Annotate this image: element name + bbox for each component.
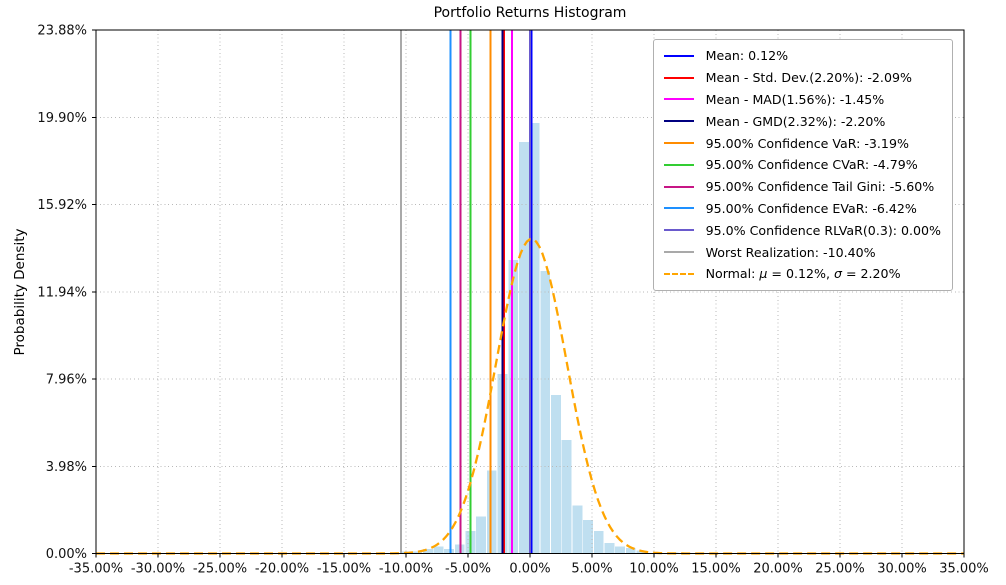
x-tick-label: -15.00% xyxy=(317,562,371,577)
hist-bar xyxy=(571,504,584,554)
y-tick-label: 15.92% xyxy=(37,198,87,213)
x-tick-label: -35.00% xyxy=(69,562,123,577)
legend-item: 95.00% Confidence VaR: -3.19% xyxy=(663,132,941,154)
legend-line-swatch xyxy=(663,120,694,123)
legend-line-swatch xyxy=(663,142,694,145)
x-tick-label: -25.00% xyxy=(193,562,247,577)
legend: Mean: 0.12% Mean - Std. Dev.(2.20%): -2.0… xyxy=(652,39,953,291)
legend-item: 95.0% Confidence RLVaR(0.3): 0.00% xyxy=(663,219,941,241)
legend-line-swatch xyxy=(663,54,694,57)
legend-line-swatch xyxy=(663,272,694,275)
legend-line-swatch xyxy=(663,98,694,101)
x-tick-label: 5.00% xyxy=(571,562,612,577)
y-tick-label: 3.98% xyxy=(46,460,87,475)
legend-line-swatch xyxy=(663,207,694,210)
legend-item-label: Mean - MAD(1.56%): -1.45% xyxy=(705,91,885,107)
hist-bar xyxy=(614,545,626,554)
hist-bar xyxy=(560,439,573,554)
legend-item: Mean - GMD(2.32%): -2.20% xyxy=(663,110,941,132)
hist-bar xyxy=(603,542,616,554)
legend-item-label: Mean - Std. Dev.(2.20%): -2.09% xyxy=(705,70,912,86)
hist-bar xyxy=(443,548,455,554)
hist-bar xyxy=(518,140,530,554)
chart-title: Portfolio Returns Histogram xyxy=(433,5,627,21)
legend-item-label: 95.00% Confidence Tail Gini: -5.60% xyxy=(705,179,935,195)
legend-item: Mean: 0.12% xyxy=(663,45,941,67)
x-tick-label: -5.00% xyxy=(445,562,491,577)
risk-measure-lines xyxy=(400,30,533,554)
hist-bar xyxy=(592,530,605,554)
y-tick-label: 11.94% xyxy=(37,285,87,300)
x-tick-label: 10.00% xyxy=(629,562,679,577)
legend-item: Normal: μ = 0.12%, σ = 2.20% xyxy=(663,263,941,285)
legend-item: 95.00% Confidence CVaR: -4.79% xyxy=(663,154,941,176)
legend-item-label: 95.00% Confidence CVaR: -4.79% xyxy=(705,157,918,173)
legend-line-swatch xyxy=(663,251,694,254)
y-tick-label: 23.88% xyxy=(37,24,87,39)
legend-line-swatch xyxy=(663,76,694,79)
legend-item-label: 95.00% Confidence EVaR: -6.42% xyxy=(705,200,917,216)
x-tick-labels: -35.00% -30.00% -25.00% -20.00% -15.00% -10.0… xyxy=(69,562,989,577)
x-tick-label: 15.00% xyxy=(691,562,741,577)
legend-item: Mean - Std. Dev.(2.20%): -2.09% xyxy=(663,67,941,89)
legend-item-label: Normal: μ = 0.12%, σ = 2.20% xyxy=(705,266,901,282)
hist-bar xyxy=(475,515,487,554)
legend-item: 95.00% Confidence Tail Gini: -5.60% xyxy=(663,176,941,198)
histogram-bars xyxy=(400,122,680,554)
y-tick-label: 0.00% xyxy=(46,547,87,562)
hist-bar xyxy=(539,270,551,554)
x-tick-label: 25.00% xyxy=(815,562,865,577)
x-tick-label: -10.00% xyxy=(379,562,433,577)
legend-line-swatch xyxy=(663,185,694,188)
x-tick-label: -20.00% xyxy=(255,562,309,577)
y-tick-labels: 0.00% 3.98% 7.96% 11.94% 15.92% 19.90% 23.88% xyxy=(37,24,87,563)
legend-item: Worst Realization: -10.40% xyxy=(663,241,941,263)
y-tick-label: 7.96% xyxy=(46,373,87,388)
x-tick-label: 30.00% xyxy=(877,562,927,577)
legend-item-label: 95.00% Confidence VaR: -3.19% xyxy=(705,135,909,151)
legend-item-label: Mean - GMD(2.32%): -2.20% xyxy=(705,113,886,129)
hist-bar xyxy=(486,469,498,554)
legend-item-label: Worst Realization: -10.40% xyxy=(705,244,876,260)
hist-bar xyxy=(550,394,562,554)
legend-item-label: Mean: 0.12% xyxy=(705,48,789,64)
legend-item: 95.00% Confidence EVaR: -6.42% xyxy=(663,198,941,220)
legend-line-swatch xyxy=(663,163,694,166)
legend-line-swatch xyxy=(663,229,694,232)
x-tick-label: 0.00% xyxy=(509,562,550,577)
hist-bar xyxy=(507,259,519,554)
legend-item-label: 95.0% Confidence RLVaR(0.3): 0.00% xyxy=(705,222,941,238)
x-tick-label: 35.00% xyxy=(939,562,989,577)
y-tick-label: 19.90% xyxy=(37,111,87,126)
axis-ticks xyxy=(92,29,965,558)
x-tick-label: -30.00% xyxy=(131,562,185,577)
x-tick-label: 20.00% xyxy=(753,562,803,577)
legend-item: Mean - MAD(1.56%): -1.45% xyxy=(663,89,941,111)
